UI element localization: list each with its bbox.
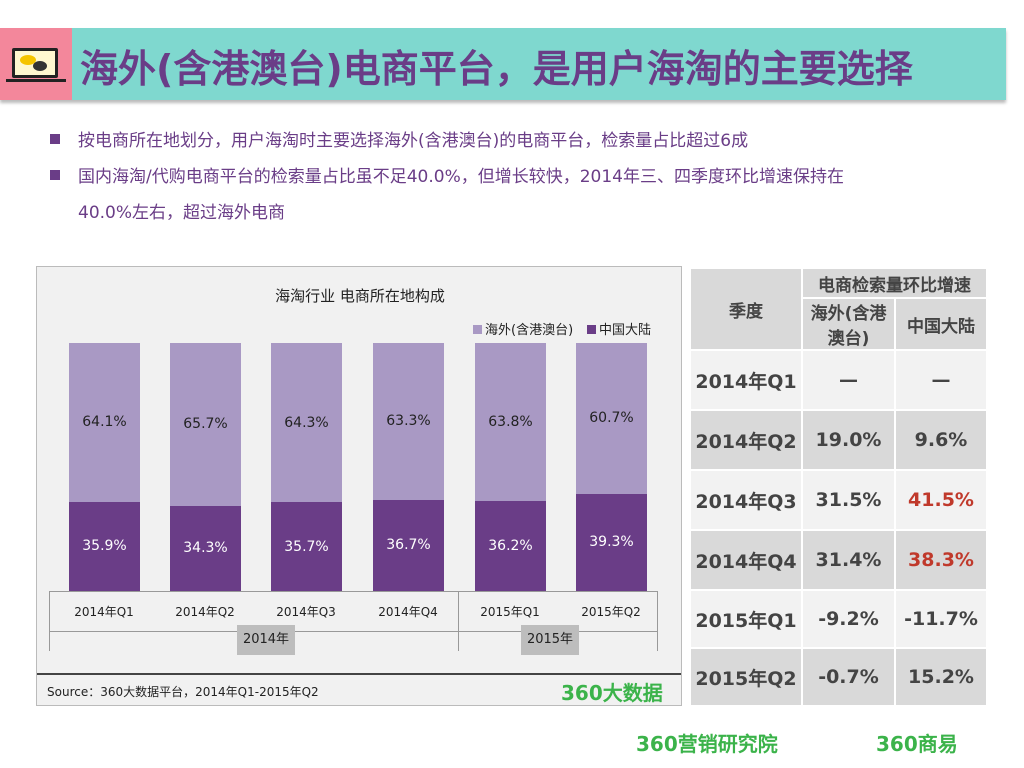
label-overseas: 63.3%: [386, 413, 431, 430]
bar-china: [69, 501, 140, 591]
logo-360-shangyi: 360商易: [876, 732, 958, 756]
bullet-2-cont: 40.0%左右，超过海外电商: [78, 203, 286, 223]
header-china: 中国大陆: [895, 298, 987, 350]
source-note: Source：360大数据平台，2014年Q1-2015年Q2: [47, 685, 319, 699]
x-tick-label: 2014年Q2: [175, 605, 235, 619]
bar-overseas: [373, 343, 444, 500]
cell-china: -11.7%: [895, 590, 987, 648]
label-china: 36.2%: [488, 538, 533, 555]
bar-overseas: [271, 343, 342, 503]
bar-overseas: [69, 343, 140, 502]
chart: 海淘行业 电商所在地构成 海外(含港澳台) 中国大陆 64.1% 35.9% 2…: [36, 266, 682, 706]
legend-china: 中国大陆: [587, 319, 651, 338]
x-tick-label: 2014年Q1: [74, 605, 134, 619]
label-overseas: 60.7%: [589, 410, 634, 427]
cell-overseas: 31.4%: [802, 530, 895, 590]
page-title: 海外(含港澳台)电商平台，是用户海淘的主要选择: [80, 47, 913, 91]
cell-overseas: 31.5%: [802, 470, 895, 530]
bar-china: [373, 499, 444, 591]
row-quarter: 2015年Q1: [690, 590, 802, 648]
cell-china: —: [895, 350, 987, 410]
x-tick-label: 2015年Q2: [581, 605, 641, 619]
chart-title: 海淘行业 电商所在地构成: [275, 287, 445, 305]
cell-overseas: -0.7%: [802, 648, 895, 706]
cell-overseas: 19.0%: [802, 410, 895, 470]
header-overseas: 海外(含港澳台): [802, 298, 895, 350]
row-quarter: 2015年Q2: [690, 648, 802, 706]
title-band: [0, 28, 1006, 100]
bar-overseas: [170, 343, 241, 506]
bar-china: [576, 493, 647, 591]
cell-china: 41.5%: [895, 470, 987, 530]
row-quarter: 2014年Q1: [690, 350, 802, 410]
bullet-2: 国内海淘/代购电商平台的检索量占比虽不足40.0%，但增长较快，2014年三、四…: [50, 162, 844, 187]
cell-overseas: —: [802, 350, 895, 410]
row-quarter: 2014年Q4: [690, 530, 802, 590]
header-quarter: 季度: [690, 268, 802, 350]
label-overseas: 64.1%: [82, 414, 127, 431]
header-growth: 电商检索量环比增速: [802, 268, 987, 298]
cell-china: 38.3%: [895, 530, 987, 590]
logo-360-research: 360营销研究院: [636, 732, 778, 756]
group-label-2015: 2015年: [521, 625, 579, 655]
bar-china: [475, 501, 546, 591]
label-overseas: 65.7%: [183, 416, 228, 433]
row-quarter: 2014年Q2: [690, 410, 802, 470]
bar-overseas: [576, 343, 647, 494]
bar-overseas: [475, 343, 546, 502]
cell-overseas: -9.2%: [802, 590, 895, 648]
cell-china: 9.6%: [895, 410, 987, 470]
bar-china: [271, 502, 342, 591]
label-china: 35.9%: [82, 538, 127, 555]
x-tick-label: 2014年Q3: [276, 605, 336, 619]
bullet-1: 按电商所在地划分，用户海淘时主要选择海外(含港澳台)的电商平台，检索量占比超过6…: [50, 126, 748, 151]
x-tick-label: 2015年Q1: [480, 605, 540, 619]
label-china: 35.7%: [284, 538, 329, 555]
cell-china: 15.2%: [895, 648, 987, 706]
bar-china: [170, 505, 241, 591]
watermark-logo: 360大数据: [561, 681, 663, 705]
laptop-chat-icon: [0, 28, 72, 100]
x-tick-label: 2014年Q4: [378, 605, 438, 619]
label-china: 34.3%: [183, 540, 228, 557]
group-label-2014: 2014年: [237, 625, 295, 655]
label-overseas: 64.3%: [284, 414, 329, 431]
label-china: 39.3%: [589, 534, 634, 551]
label-overseas: 63.8%: [488, 414, 533, 431]
legend-overseas: 海外(含港澳台): [473, 319, 573, 338]
label-china: 36.7%: [386, 537, 431, 554]
row-quarter: 2014年Q3: [690, 470, 802, 530]
